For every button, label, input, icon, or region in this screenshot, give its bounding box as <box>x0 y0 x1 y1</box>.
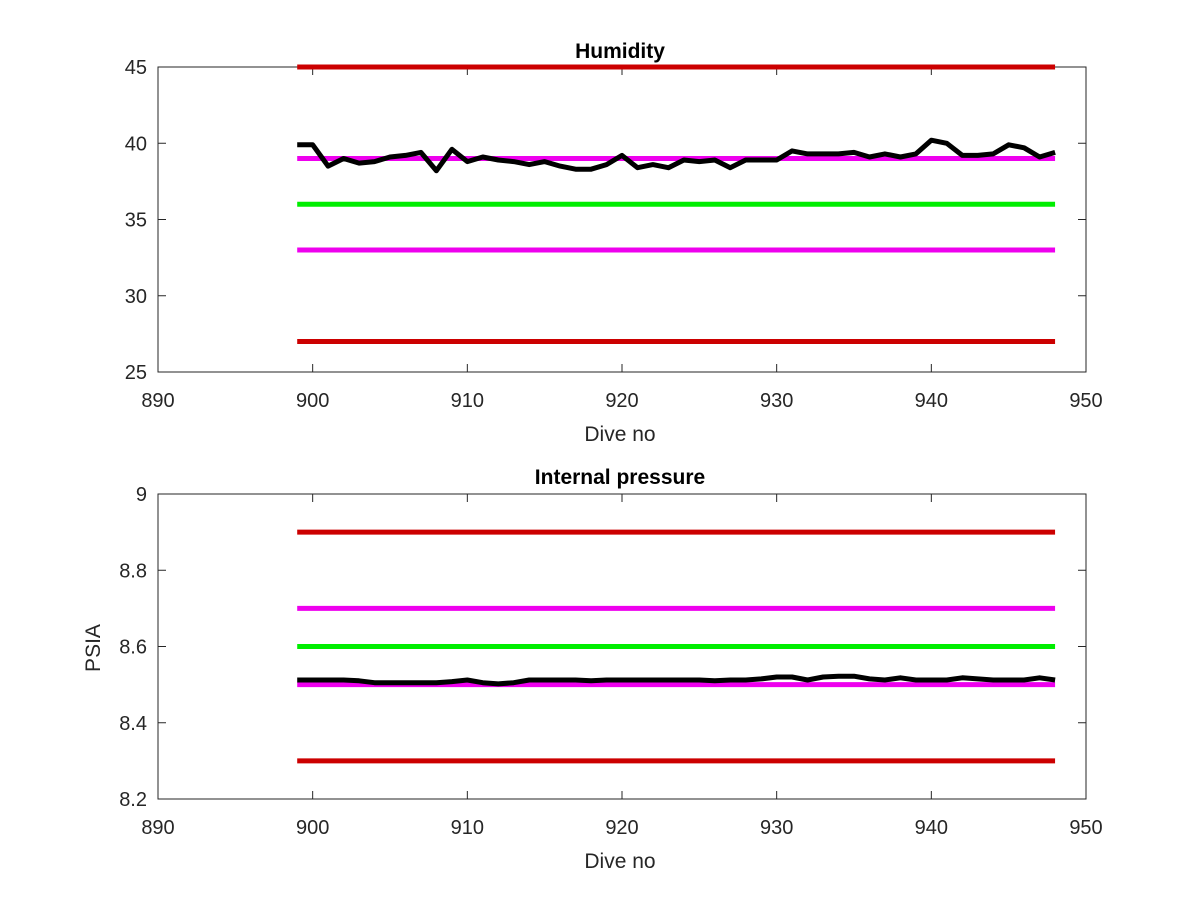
x-tick-label: 890 <box>141 817 174 839</box>
x-tick-label: 910 <box>451 817 484 839</box>
x-axis-label: Dive no <box>584 850 655 873</box>
y-tick-label: 30 <box>125 286 147 308</box>
internal-pressure-chart: Internal pressure Dive no PSIA 890 900 910… <box>82 466 1103 873</box>
x-tick-label: 920 <box>605 390 638 412</box>
y-tick-label: 8.8 <box>119 560 147 582</box>
humidity-chart: Humidity Dive no 890 900 910 920 930 940 950 25… <box>125 40 1103 446</box>
x-tick-label: 950 <box>1069 817 1102 839</box>
y-tick-label: 45 <box>125 57 147 79</box>
y-tick-label: 8.2 <box>119 789 147 811</box>
x-tick-label: 940 <box>915 390 948 412</box>
y-tick-label: 8.6 <box>119 637 147 659</box>
x-tick-label: 940 <box>915 817 948 839</box>
chart-title: Humidity <box>575 40 665 63</box>
data-series-line <box>297 673 1056 687</box>
x-axis-label: Dive no <box>584 423 655 446</box>
y-tick-label: 40 <box>125 133 147 155</box>
y-axis-label: PSIA <box>82 624 105 672</box>
y-tick-label: 35 <box>125 210 147 232</box>
y-tick-label: 8.4 <box>119 713 147 735</box>
data-series-line <box>297 137 1056 174</box>
x-tick-label: 930 <box>760 390 793 412</box>
x-tick-label: 910 <box>451 390 484 412</box>
x-tick-label: 900 <box>296 390 329 412</box>
x-tick-label: 950 <box>1069 390 1102 412</box>
x-tick-label: 920 <box>605 817 638 839</box>
x-tick-label: 930 <box>760 817 793 839</box>
x-tick-label: 890 <box>141 390 174 412</box>
x-tick-label: 900 <box>296 817 329 839</box>
y-tick-label: 9 <box>136 484 147 506</box>
chart-title: Internal pressure <box>535 466 705 489</box>
y-tick-label: 25 <box>125 362 147 384</box>
